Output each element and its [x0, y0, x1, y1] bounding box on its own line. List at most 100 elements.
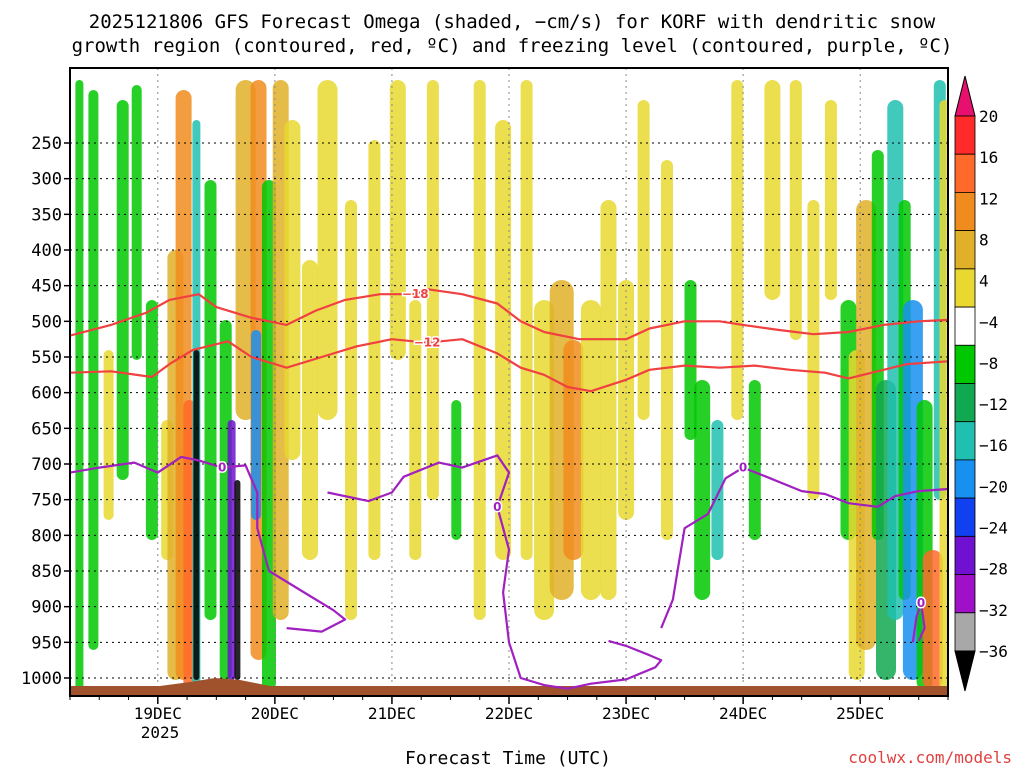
y-tick-label-900: 900	[31, 598, 62, 618]
colorbar-label-6: −8	[979, 354, 998, 373]
contour-label-1: −12	[414, 336, 441, 350]
omega-streak-47	[789, 80, 802, 340]
colorbar-segment-2	[954, 153, 976, 193]
plot-area: −18 −12 0 0 0 0	[69, 67, 949, 697]
x-tick-label-20dec: 20DEC	[251, 704, 299, 723]
omega-streak-19	[262, 180, 276, 690]
omega-streak-2	[103, 350, 114, 520]
omega-streak-33	[534, 300, 555, 620]
contour-label-4: 0	[739, 461, 747, 475]
omega-streak-27	[409, 300, 422, 560]
omega-streak-49	[824, 100, 837, 300]
y-tick-label-350: 350	[31, 205, 62, 225]
omega-streak-61	[939, 100, 948, 690]
y-tick-label-1000: 1000	[21, 669, 62, 689]
omega-streak-35	[563, 340, 584, 560]
contour-label-5: 0	[917, 596, 925, 610]
colorbar-segment-12	[954, 536, 976, 576]
x-tick-label-21dec: 21DEC	[368, 704, 416, 723]
contour-line-0	[70, 288, 948, 341]
x-tick-label-19dec: 19DEC	[134, 704, 182, 723]
omega-streak-32	[520, 80, 533, 560]
contour-layer: −18 −12 0 0 0 0	[70, 286, 948, 690]
y-tick-label-950: 950	[31, 633, 62, 653]
contour-line-2	[70, 455, 347, 633]
colorbar-label-4: 4	[979, 272, 989, 291]
chart-title-line1: 2025121806 GFS Forecast Omega (shaded, −…	[89, 11, 936, 33]
omega-streak-15	[234, 480, 241, 680]
contour-label-2: 0	[218, 461, 226, 475]
omega-streak-48	[807, 200, 820, 500]
omega-streak-24	[345, 200, 357, 620]
omega-streak-52	[856, 200, 877, 650]
contour-line-5	[911, 602, 926, 643]
omega-streak-40	[661, 160, 673, 540]
omega-streak-43	[711, 420, 724, 560]
colorbar-label-1: 16	[979, 148, 998, 167]
colorbar-label-10: −24	[979, 519, 1008, 538]
x-tick-label-24dec: 24DEC	[719, 704, 767, 723]
omega-streak-29	[451, 400, 462, 540]
colorbar-segment-8	[954, 383, 976, 423]
x-tick-label-23dec: 23DEC	[602, 704, 650, 723]
colorbar-label-8: −16	[979, 436, 1008, 455]
colorbar-segment-13	[954, 574, 976, 614]
omega-streak-3	[116, 100, 129, 480]
y-tick-label-600: 600	[31, 384, 62, 404]
colorbar-segment-1	[954, 115, 976, 155]
y-tick-label-300: 300	[31, 170, 62, 190]
omega-streak-14	[227, 420, 236, 680]
pressure-axis: 250 300 350 400 450 500 550 600 650 700 750 800 850 9…	[21, 134, 70, 689]
y-tick-label-450: 450	[31, 277, 62, 297]
colorbar-segment-7	[954, 344, 976, 384]
omega-streak-46	[764, 80, 781, 300]
omega-streak-39	[637, 100, 650, 420]
x-tick-label-25dec: 25DEC	[836, 704, 884, 723]
grid-lines	[70, 68, 948, 696]
omega-streak-5	[145, 300, 158, 540]
colorbar-segment-5	[954, 268, 976, 308]
y-tick-label-650: 650	[31, 419, 62, 439]
colorbar: 20 16 12 8 4 −4 −8 −12 −16 −20 −24 −28 −32 −36	[954, 75, 1008, 692]
omega-streak-41	[684, 280, 697, 440]
colorbar-segment-6	[954, 306, 976, 346]
contour-line-1	[70, 338, 948, 393]
y-tick-label-750: 750	[31, 491, 62, 511]
colorbar-segment-4	[954, 230, 976, 270]
omega-streak-31	[495, 120, 512, 560]
colorbar-bottom-arrow	[954, 650, 976, 692]
omega-streak-22	[302, 260, 318, 560]
colorbar-label-3: 8	[979, 231, 989, 250]
y-tick-label-700: 700	[31, 455, 62, 475]
omega-streak-25	[368, 140, 381, 560]
y-tick-label-400: 400	[31, 241, 62, 261]
colorbar-segment-3	[954, 191, 976, 231]
x-tick-label-22dec: 22DEC	[485, 704, 533, 723]
colorbar-label-11: −28	[979, 560, 1008, 579]
contour-line-4	[660, 466, 948, 629]
contour-label-0: −18	[402, 287, 429, 301]
colorbar-segment-10	[954, 459, 976, 499]
colorbar-label-13: −36	[979, 642, 1008, 661]
omega-streak-11	[193, 350, 200, 680]
time-axis: 19DEC 20DEC 21DEC 22DEC 23DEC 24DEC 25DEC	[69, 696, 949, 723]
omega-streak-26	[389, 80, 406, 360]
omega-streak-18	[251, 330, 262, 520]
contour-line-3	[327, 454, 663, 690]
year-label: 2025	[141, 723, 180, 742]
colorbar-top-arrow	[954, 75, 976, 117]
omega-streak-0	[75, 80, 84, 690]
colorbar-label-12: −32	[979, 601, 1008, 620]
omega-streak-4	[131, 85, 142, 360]
omega-streak-45	[748, 380, 761, 540]
terrain-ground	[70, 678, 948, 696]
omega-shading-layer	[75, 80, 948, 690]
omega-streak-30	[473, 80, 486, 620]
colorbar-segment-14	[954, 612, 976, 652]
omega-streak-59	[922, 550, 943, 690]
y-tick-label-800: 800	[31, 526, 62, 546]
contour-label-3: 0	[493, 500, 501, 514]
colorbar-label-5: −4	[979, 313, 998, 332]
omega-streak-12	[204, 180, 217, 620]
